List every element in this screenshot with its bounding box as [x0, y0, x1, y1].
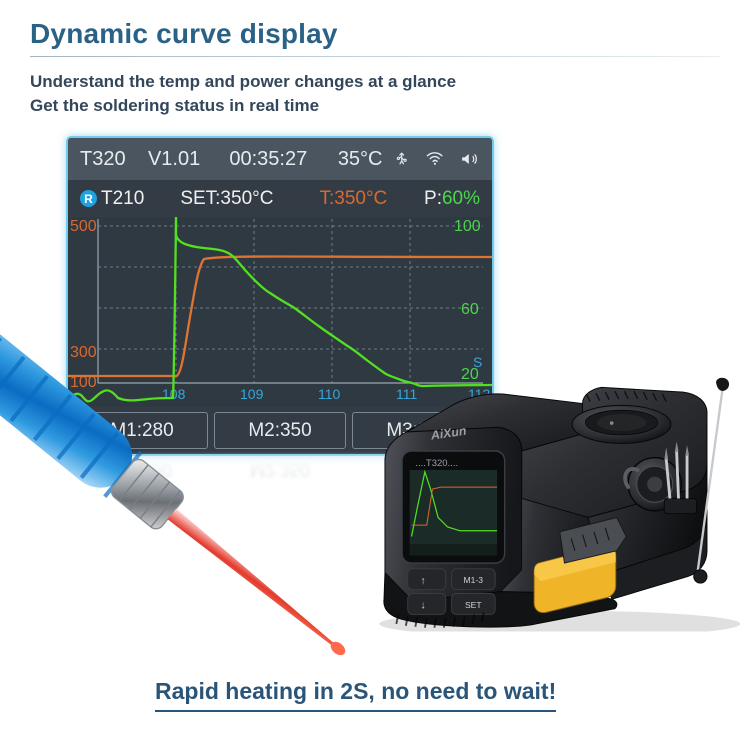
svg-text:500: 500 — [70, 218, 97, 235]
svg-text:60: 60 — [461, 301, 479, 318]
svg-text:....T320....: ....T320.... — [415, 458, 458, 469]
svg-text:100: 100 — [454, 218, 481, 235]
svg-text:SET: SET — [465, 600, 482, 610]
svg-text:●: ● — [609, 417, 614, 427]
svg-text:M1-3: M1-3 — [464, 575, 484, 585]
svg-text:↓: ↓ — [420, 601, 425, 612]
svg-text:↑: ↑ — [420, 576, 425, 587]
svg-text:S: S — [473, 354, 482, 370]
